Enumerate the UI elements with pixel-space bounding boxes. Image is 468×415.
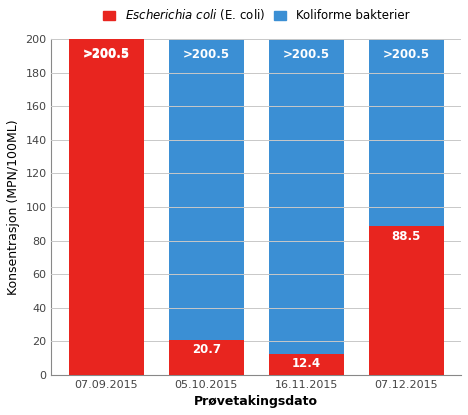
Bar: [169, 39, 244, 375]
Bar: [269, 354, 344, 375]
Legend: $\it{Escherichia\ coli}$ (E. coli), Koliforme bakterier: $\it{Escherichia\ coli}$ (E. coli), Koli…: [101, 5, 411, 25]
Text: >200.5: >200.5: [382, 48, 430, 61]
Bar: [69, 39, 144, 375]
Bar: [369, 226, 444, 375]
Bar: [169, 340, 244, 375]
Text: 20.7: 20.7: [192, 343, 221, 356]
Text: >200.5: >200.5: [83, 47, 130, 60]
Bar: [269, 39, 344, 375]
Y-axis label: Konsentrasjon (MPN/100ML): Konsentrasjon (MPN/100ML): [7, 119, 20, 295]
Bar: [369, 39, 444, 375]
X-axis label: Prøvetakingsdato: Prøvetakingsdato: [194, 395, 318, 408]
Text: >200.5: >200.5: [183, 48, 230, 61]
Text: >200.5: >200.5: [83, 48, 130, 61]
Text: >200.5: >200.5: [283, 48, 330, 61]
Text: 12.4: 12.4: [292, 357, 321, 370]
Text: 88.5: 88.5: [391, 229, 421, 243]
Bar: [69, 39, 144, 375]
